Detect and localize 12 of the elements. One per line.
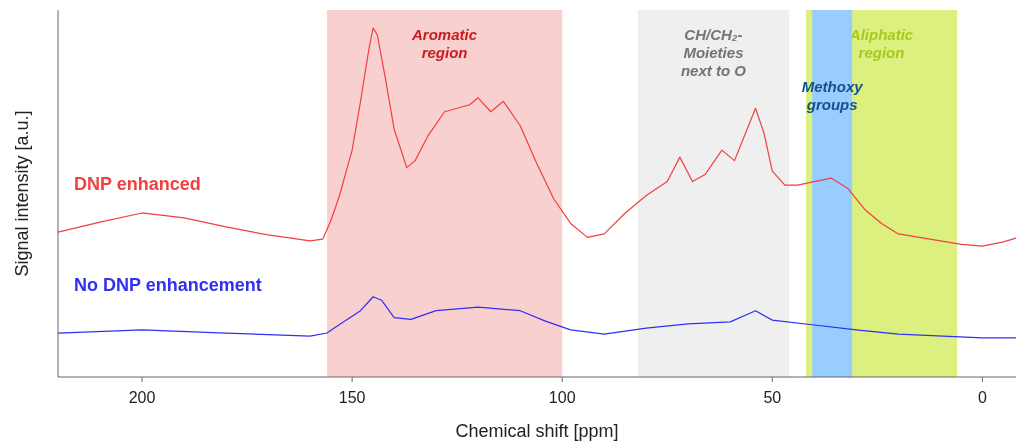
x-tick-label: 0 [977,389,987,406]
x-tick-label: 100 [548,389,576,406]
x-tick-label: 150 [338,389,366,406]
band-label: Aromatic region [411,26,478,61]
x-axis-title: Chemical shift [ppm] [455,421,619,441]
x-tick-label: 50 [763,389,782,406]
x-tick-label: 200 [128,389,156,406]
y-axis-title: Signal intensity [a.u.] [12,110,32,277]
band-label: CH/CH₂- Moieties next to O [680,26,747,79]
series-label: DNP enhanced [74,174,201,195]
text: No DNP enhancement [74,275,262,296]
band-label: Aliphatic region [848,26,914,61]
